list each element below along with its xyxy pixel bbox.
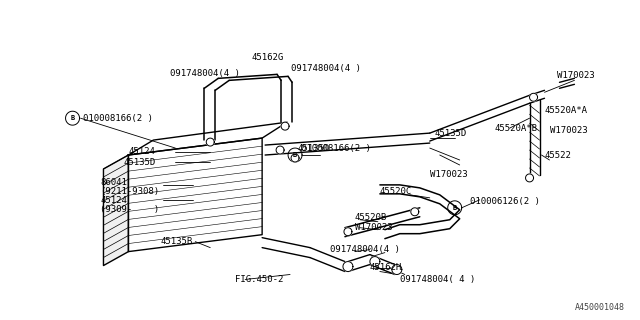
Text: A450001048: A450001048 xyxy=(575,303,625,312)
Polygon shape xyxy=(291,154,299,162)
Text: 010008166(2 ): 010008166(2 ) xyxy=(83,114,152,123)
Polygon shape xyxy=(206,138,214,146)
Text: 45520C: 45520C xyxy=(380,188,412,196)
Text: 45520A*B: 45520A*B xyxy=(495,124,538,132)
Polygon shape xyxy=(281,122,289,130)
Polygon shape xyxy=(370,257,380,267)
Text: B: B xyxy=(70,115,75,121)
Text: W170023: W170023 xyxy=(430,171,467,180)
Text: 45135D: 45135D xyxy=(297,144,330,153)
Polygon shape xyxy=(525,174,534,182)
Text: 45520B: 45520B xyxy=(355,213,387,222)
Polygon shape xyxy=(529,93,538,101)
Text: (9211-9308): (9211-9308) xyxy=(100,188,159,196)
Text: W170023: W170023 xyxy=(557,71,595,80)
Text: 45162G: 45162G xyxy=(252,53,284,62)
Text: 091748004(4 ): 091748004(4 ) xyxy=(330,245,400,254)
Text: 45135D: 45135D xyxy=(435,129,467,138)
Text: 45135B: 45135B xyxy=(161,237,193,246)
Text: 45522: 45522 xyxy=(545,150,572,160)
Text: 091748004( 4 ): 091748004( 4 ) xyxy=(400,275,475,284)
Text: B: B xyxy=(293,152,297,158)
Polygon shape xyxy=(104,155,129,266)
Polygon shape xyxy=(343,261,353,271)
Polygon shape xyxy=(392,265,402,275)
Text: 45162H: 45162H xyxy=(370,263,402,272)
Text: 010008166(2 ): 010008166(2 ) xyxy=(301,144,371,153)
Text: 091748004(4 ): 091748004(4 ) xyxy=(291,64,361,73)
Text: 86041: 86041 xyxy=(100,179,127,188)
Text: 45124: 45124 xyxy=(129,147,156,156)
Text: W170023: W170023 xyxy=(550,126,587,135)
Text: W170023: W170023 xyxy=(355,223,392,232)
Polygon shape xyxy=(129,122,287,155)
Text: 010006126(2 ): 010006126(2 ) xyxy=(470,197,540,206)
Polygon shape xyxy=(276,146,284,154)
Text: FIG.450-2: FIG.450-2 xyxy=(235,275,284,284)
Text: 45124: 45124 xyxy=(100,196,127,205)
Text: 091748004(4 ): 091748004(4 ) xyxy=(170,69,240,78)
Text: 45520A*A: 45520A*A xyxy=(545,106,588,115)
Polygon shape xyxy=(344,228,352,236)
Text: 45135D: 45135D xyxy=(123,158,156,167)
Polygon shape xyxy=(411,208,419,216)
Polygon shape xyxy=(129,138,262,252)
Text: (9309-    ): (9309- ) xyxy=(100,205,159,214)
Text: B: B xyxy=(452,205,457,211)
